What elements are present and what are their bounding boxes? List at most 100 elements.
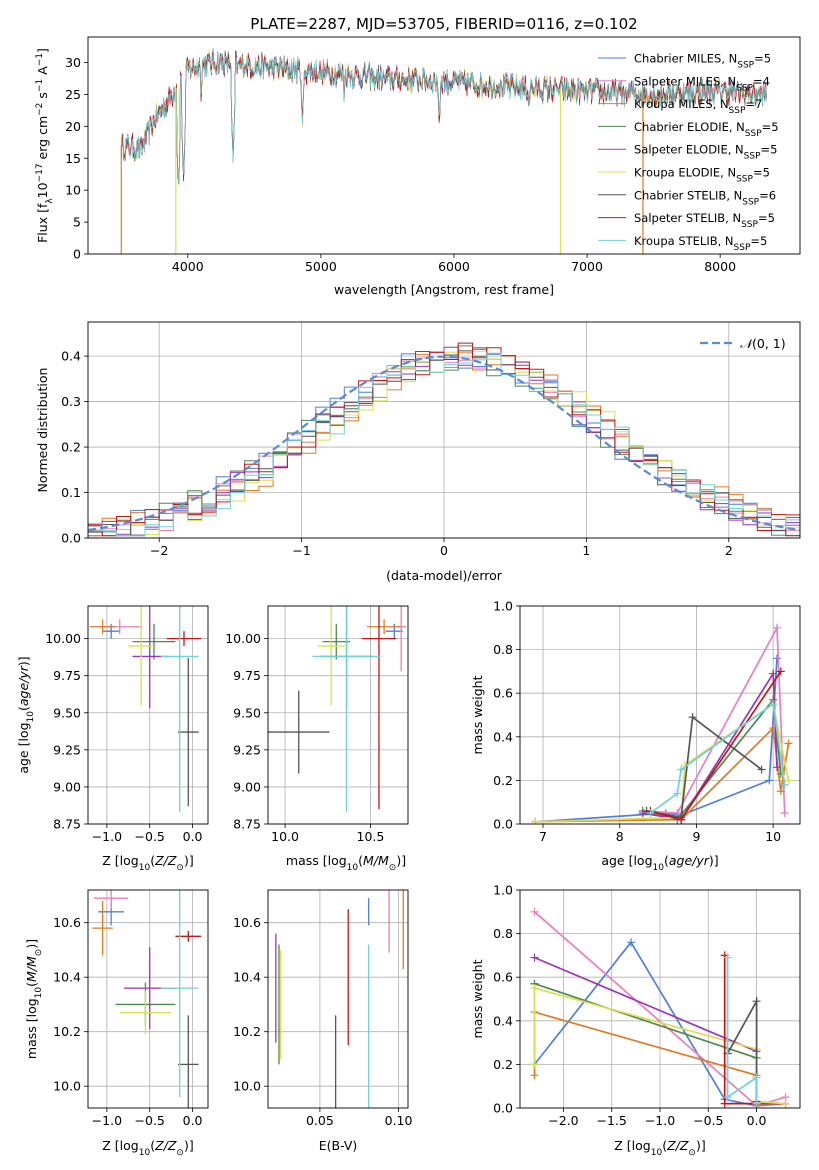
x-tick-label: 0.0 [183, 1113, 203, 1128]
mass-weight-point [784, 739, 793, 748]
y-tick-label: 0.6 [493, 686, 513, 701]
y-tick-label: 20 [65, 119, 81, 134]
mass-weight-point [688, 713, 697, 722]
mass-weight-point [530, 984, 539, 993]
mass-weight-point [530, 953, 539, 962]
hist-panel: −2 −1 0 1 2 0.0 0.1 0.2 0.3 0.4 (data-model)/error… [35, 321, 801, 583]
x-tick-label: 0.05 [306, 1113, 334, 1128]
mass-weight-line [642, 624, 786, 814]
mass-vs-ebv-panel: 0.05 0.10 10.0 10.2 10.4 10.6 E(B-V) [233, 889, 413, 1153]
y-tick-label: 9.50 [233, 705, 261, 720]
y-axis-label: mass [log10(M/M⊙)] [24, 939, 44, 1059]
mass-vs-metallicity-marks [92, 890, 202, 1108]
x-tick-label: −1.0 [645, 1113, 675, 1128]
x-tick-label: 8000 [704, 259, 736, 274]
y-tick-label: 0.2 [493, 773, 513, 788]
age-vs-mass-frame [267, 605, 409, 825]
mass-weight-point [776, 787, 785, 796]
y-tick-label: 0.4 [493, 1013, 513, 1028]
x-tick-label: 0 [440, 543, 448, 558]
x-axis-label: (data-model)/error [386, 568, 503, 583]
mass-weight-point [673, 789, 682, 798]
mass-weight-point [776, 667, 785, 676]
x-tick-label: 6000 [438, 259, 470, 274]
spectrum-frame [87, 36, 801, 255]
y-axis-label: mass weight [470, 675, 485, 754]
y-tick-label: 9.75 [53, 668, 81, 683]
y-tick-label: 0.8 [493, 642, 513, 657]
y-tick-label: 10.6 [53, 915, 81, 930]
x-tick-label: 7000 [571, 259, 603, 274]
mass-weight-vs-age-marks [531, 623, 793, 824]
x-tick-label: −1.0 [92, 1113, 122, 1128]
x-tick-label: 5000 [305, 259, 337, 274]
mass-weight-point [772, 654, 781, 663]
legend-label: Chabrier ELODIE, NSSP=5 [634, 120, 779, 139]
y-tick-label: 9.00 [233, 779, 261, 794]
mass-weight-point [772, 763, 781, 772]
legend-label: Chabrier MILES, NSSP=5 [634, 52, 771, 71]
y-tick-label: 0.1 [61, 485, 81, 500]
y-tick-label: 10 [65, 183, 81, 198]
x-tick-label: −2 [150, 543, 168, 558]
y-tick-label: 5 [73, 215, 81, 230]
mass-weight-point [769, 669, 778, 678]
y-tick-label: 9.00 [53, 779, 81, 794]
mass-weight-vs-age-panel: 7 8 9 10 0.0 0.2 0.4 0.6 0.8 1.0 age [log10(age/yr… [470, 599, 801, 873]
mass-weight-point [752, 1073, 761, 1082]
legend-label: Salpeter STELIB, NSSP=5 [634, 211, 775, 230]
y-tick-label: 10.2 [53, 1024, 81, 1039]
x-tick-label: 9 [692, 829, 700, 844]
spectrum-panel: 4000 5000 6000 7000 8000 0 5 10 15 20 25 30 waveleng… [35, 36, 801, 297]
mass-vs-metallicity-panel: −1.0 −0.5 0.0 10.0 10.2 10.4 10.6 Z [log10(Z/Z⊙… [24, 889, 209, 1158]
mass-weight-point [752, 997, 761, 1006]
y-tick-label: 0.8 [493, 926, 513, 941]
x-axis-label: mass [log10(M/M⊙)] [286, 853, 406, 873]
y-tick-label: 1.0 [493, 883, 513, 898]
legend-label: Salpeter MILES, NSSP=4 [634, 74, 770, 93]
mass-weight-point [677, 765, 686, 774]
x-axis-label: wavelength [Angstrom, rest frame] [334, 282, 554, 297]
y-tick-label: 0 [73, 247, 81, 262]
histogram-step [88, 352, 800, 537]
y-tick-label: 10.2 [233, 1024, 261, 1039]
plots: 4000 5000 6000 7000 8000051015202530waveleng… [16, 36, 801, 1158]
y-tick-label: 1.0 [493, 599, 513, 614]
mass-weight-point [772, 623, 781, 632]
mass-weight-point [769, 700, 778, 709]
x-tick-label: −0.5 [135, 1113, 165, 1128]
mass-weight-point [723, 953, 732, 962]
spectrum-line [121, 52, 767, 185]
y-tick-label: 15 [65, 151, 81, 166]
x-tick-label: −0.5 [693, 1113, 723, 1128]
y-tick-label: 30 [65, 55, 81, 70]
x-axis-label: E(B-V) [319, 1138, 358, 1153]
x-tick-label: 10 [765, 829, 781, 844]
mass-weight-point [531, 817, 540, 824]
mass-weight-point [784, 776, 793, 785]
mass-weight-point [627, 938, 636, 947]
y-tick-label: 0.3 [61, 394, 81, 409]
y-tick-label: 0.4 [61, 349, 81, 364]
x-tick-label: 2 [725, 543, 733, 558]
x-tick-label: 0.0 [747, 1113, 767, 1128]
mass-weight-point [530, 1071, 539, 1080]
mass-weight-point [646, 809, 655, 818]
y-tick-label: 9.25 [233, 742, 261, 757]
mass-weight-point [720, 1099, 729, 1108]
hist-marks [88, 342, 800, 537]
age-vs-mass-panel: 10.0 10.5 8.75 9.00 9.25 9.50 9.75 10.00 mass [l… [225, 605, 409, 873]
legend-label: 𝒩(0, 1) [740, 336, 786, 351]
mass-weight-point [530, 907, 539, 916]
y-tick-label: 9.25 [53, 742, 81, 757]
y-tick-label: 0.2 [493, 1057, 513, 1072]
y-tick-label: 10.0 [53, 1079, 81, 1094]
x-tick-label: 4000 [172, 259, 204, 274]
mass-weight-point [723, 1093, 732, 1102]
x-tick-label: −2.0 [548, 1113, 578, 1128]
y-tick-label: 10.4 [53, 970, 81, 985]
x-axis-label: Z [log10(Z/Z⊙)] [614, 1138, 705, 1158]
x-tick-label: −1 [292, 543, 310, 558]
y-tick-label: 0.6 [493, 970, 513, 985]
